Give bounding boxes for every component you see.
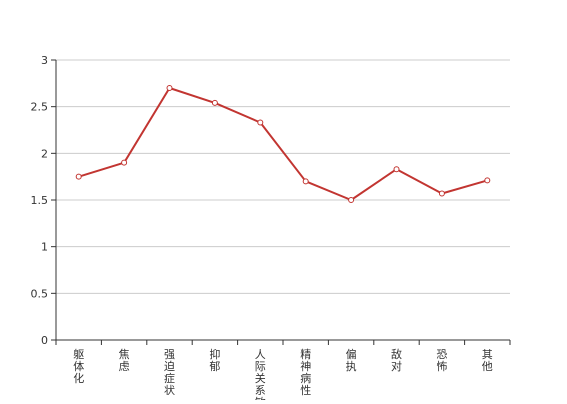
- y-tick-label: 0: [41, 334, 48, 347]
- y-tick-label: 1.5: [31, 194, 49, 207]
- x-tick-label: 偏执: [346, 347, 357, 373]
- data-point: [121, 159, 128, 166]
- x-tick-label: 人际关系敏: [255, 348, 266, 400]
- x-tick-label: 强迫症状: [164, 348, 175, 397]
- x-tick-label: 抑郁: [209, 347, 220, 373]
- x-tick-label: 精神病性: [300, 348, 311, 397]
- x-tick-label: 恐怖: [436, 348, 447, 373]
- data-point: [393, 166, 400, 173]
- y-tick-label: 3: [41, 54, 48, 67]
- data-point: [75, 173, 82, 180]
- x-tick-label: 敌对: [391, 347, 402, 373]
- data-point: [166, 85, 173, 91]
- y-tick-label: 0.5: [31, 287, 49, 300]
- y-tick-label: 2.5: [31, 101, 49, 114]
- x-tick-label: 其他: [482, 348, 493, 373]
- data-point: [211, 99, 218, 106]
- x-tick-label: 焦虑: [119, 348, 130, 373]
- y-tick-label: 1: [41, 241, 48, 254]
- data-point: [484, 177, 491, 184]
- series-line: [77, 87, 489, 201]
- data-point: [257, 119, 264, 126]
- y-tick-label: 2: [41, 147, 48, 160]
- data-point: [348, 197, 355, 203]
- x-tick-label: 躯体化: [73, 348, 84, 385]
- data-point: [438, 190, 445, 197]
- data-point: [302, 178, 309, 185]
